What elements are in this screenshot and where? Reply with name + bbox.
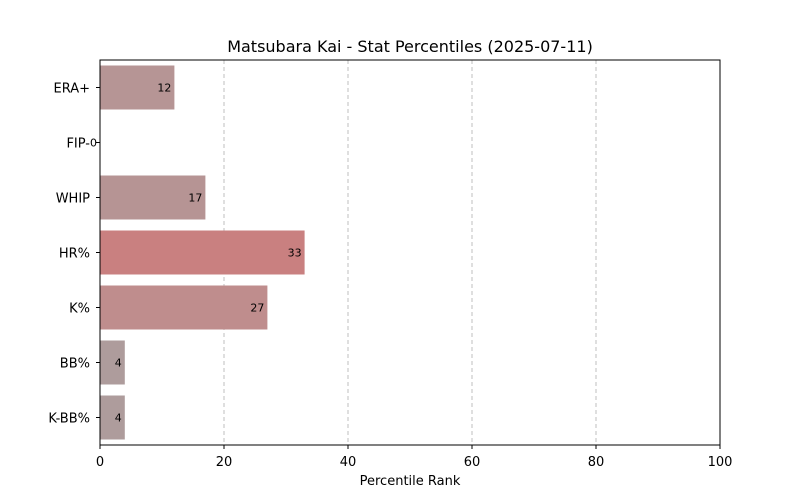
y-tick-label: K-BB% [48,412,90,427]
bar-era- [100,65,175,110]
bar-k-bb- [100,395,125,440]
bar-value-label: 12 [157,82,171,95]
bar-bb- [100,340,125,385]
x-tick-label: 80 [588,455,605,470]
y-axis-ticks: ERA+ FIP- WHIP HR% K% BB% K-BB% [48,82,100,427]
x-axis-ticks: 0 20 40 60 80 100 [96,445,733,470]
y-tick-label: WHIP [56,192,90,207]
x-tick-label: 60 [464,455,481,470]
y-tick-label: HR% [59,247,90,262]
bar-value-label: 4 [115,357,122,370]
bar-value-label: 4 [115,412,122,425]
x-tick-label: 0 [96,455,104,470]
bar-value-label: 17 [188,192,202,205]
y-tick-label: FIP- [66,137,90,152]
y-tick-label: ERA+ [53,82,90,97]
bar-value-label: 0 [90,137,97,150]
x-axis-label: Percentile Rank [360,474,461,489]
bar-value-label: 33 [288,247,302,260]
x-tick-label: 100 [708,455,733,470]
x-tick-label: 20 [216,455,233,470]
chart-title: Matsubara Kai - Stat Percentiles (2025-0… [227,37,593,56]
bar-k- [100,285,268,330]
bars: 12 0 17 33 27 4 4 [90,65,305,440]
y-tick-label: K% [69,302,90,317]
bar-value-label: 27 [250,302,264,315]
x-tick-label: 40 [340,455,357,470]
bar-whip [100,175,206,220]
y-tick-label: BB% [60,357,90,372]
bar-hr- [100,230,305,275]
